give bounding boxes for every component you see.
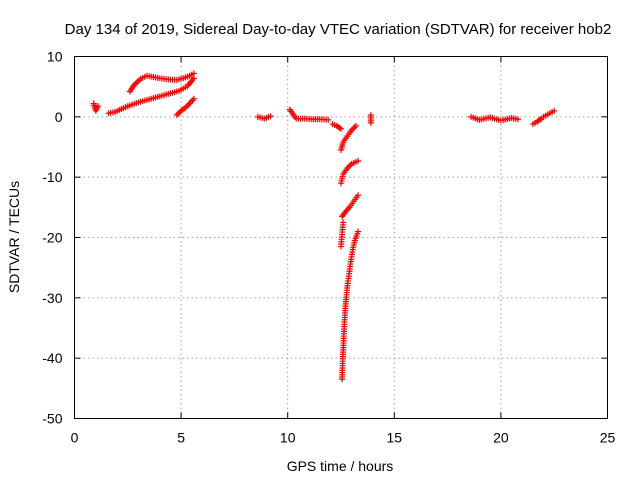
x-tick-label: 0 [71, 430, 79, 446]
data-point [351, 124, 358, 131]
series-arc-1d [173, 95, 197, 119]
data-point [340, 219, 347, 226]
y-tick-label: -40 [42, 350, 62, 366]
data-point [325, 116, 332, 123]
y-tick-label: -30 [42, 290, 62, 306]
y-tick-label: -50 [42, 411, 62, 427]
series-arc-1b [105, 75, 197, 117]
data-point [267, 113, 274, 120]
x-tick-label: 20 [493, 430, 509, 446]
x-axis-label: GPS time / hours [287, 458, 394, 474]
x-tick-label: 10 [280, 430, 296, 446]
data-point [355, 192, 362, 199]
grid [74, 56, 608, 419]
series-arc-2 [254, 113, 274, 122]
data-point [367, 119, 374, 126]
data-point [190, 70, 197, 77]
data-point [551, 107, 558, 114]
y-tick-label: -20 [42, 230, 62, 246]
data-point [355, 228, 362, 235]
series-arc-1c [126, 70, 197, 95]
data-point [338, 125, 344, 132]
series-arc-6 [468, 113, 521, 124]
data-point [514, 116, 521, 123]
data-point [345, 163, 352, 170]
plot-frame [74, 56, 608, 419]
x-tick-label: 25 [600, 430, 616, 446]
x-tick-label: 5 [177, 430, 185, 446]
data-point [355, 157, 362, 164]
series-arc-4d [339, 192, 362, 220]
series-arc-4b [338, 122, 359, 154]
series-arc-7b [540, 107, 558, 120]
y-tick-label: 0 [55, 109, 63, 125]
data-points [90, 70, 558, 383]
data-point [94, 102, 101, 109]
series-arc-1a [90, 100, 101, 114]
y-tick-label: 10 [47, 49, 63, 65]
series-arc-5 [367, 112, 374, 126]
data-point [352, 122, 359, 129]
chart-title: Day 134 of 2019, Sidereal Day-to-day VTE… [65, 21, 612, 38]
data-point [350, 125, 357, 132]
y-tick-label: -10 [42, 169, 62, 185]
series-arc-4c [338, 157, 362, 187]
series-arc-3 [286, 106, 332, 123]
data-point [185, 101, 192, 108]
data-point [175, 110, 182, 117]
x-tick-label: 15 [387, 430, 403, 446]
ticks: 0 5 10 15 20 25 10 0 -10 -20 -30 -40 -50 [42, 49, 615, 446]
data-point [190, 95, 197, 102]
series-arc-4a [329, 121, 344, 132]
y-axis-label: SDTVAR / TECUs [6, 181, 22, 293]
series-arc-4e [338, 219, 347, 250]
series-arc-4f [339, 228, 362, 383]
